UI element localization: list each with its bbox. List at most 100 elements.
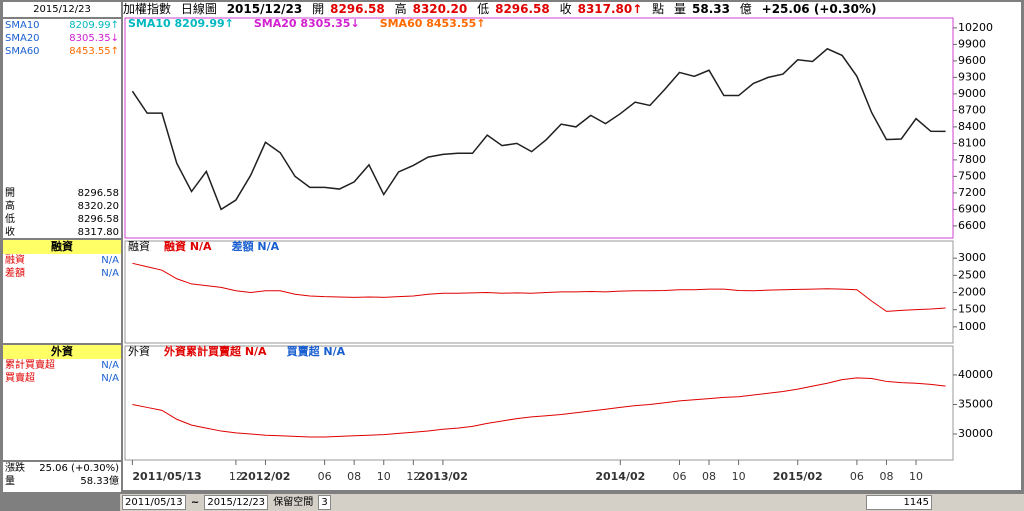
change: +25.06 (+0.30%)	[761, 2, 877, 16]
index-name: 加權指數	[123, 2, 172, 16]
left-footer: 漲跌 25.06 (+0.30%) 量 58.33億	[3, 462, 121, 492]
space-input[interactable]: 3	[318, 495, 331, 510]
y-tick-label: 6900	[958, 202, 986, 215]
legend-entry: 融資 N/A	[164, 239, 212, 253]
plot-area	[124, 240, 954, 344]
y-tick-label: 9300	[958, 70, 986, 83]
unit: 點	[652, 2, 665, 16]
info-row: 開 8296.58	[3, 187, 121, 200]
plot-area	[124, 17, 954, 239]
legend-entry: SMA20 8305.35↓	[254, 17, 360, 30]
row-value: N/A	[101, 268, 119, 279]
chart: 6600 6900 7200 7500 7800 8100 8400 8700 9000 9300…	[123, 17, 1021, 490]
y-tick-label: 1000	[958, 320, 986, 333]
legend-entry: 差額 N/A	[232, 239, 280, 253]
row-value: 8453.55↑	[69, 46, 119, 57]
row-value: 8296.58	[77, 188, 119, 199]
x-tick-label: 10	[909, 470, 923, 483]
x-tick-label: 2015/02	[773, 470, 823, 483]
left-foreign-panel: 外資 累計買賣超 N/A 買賣超 N/A	[3, 345, 121, 460]
info-row: 漲跌 25.06 (+0.30%)	[3, 462, 121, 475]
info-row: 差額 N/A	[3, 267, 121, 280]
x-tick-label: 06	[318, 470, 332, 483]
plot-area	[124, 345, 954, 461]
legend-entry: 買賣超 N/A	[287, 344, 346, 358]
info-row: SMA10 8209.99↑	[3, 19, 121, 32]
high: 8320.20	[412, 2, 468, 16]
y-tick-label: 9900	[958, 37, 986, 50]
left-date: 2015/12/23	[3, 2, 121, 17]
separator: ~	[190, 497, 200, 508]
panel-label: 融資	[128, 240, 150, 253]
row-value: 8305.35↓	[69, 33, 119, 44]
y-tick-label: 35000	[958, 397, 993, 410]
left-margin-panel: 融資 融資 N/A 差額 N/A	[3, 240, 121, 343]
x-tick-label: 12	[406, 470, 420, 483]
x-tick-label: 10	[377, 470, 391, 483]
x-tick-label: 2014/02	[595, 470, 645, 483]
x-tick-label: 06	[672, 470, 686, 483]
y-tick-label: 9000	[958, 87, 986, 100]
x-tick-label: 08	[702, 470, 716, 483]
label: 高	[394, 2, 407, 16]
row-value: 58.33億	[80, 476, 119, 487]
period: 日線圖	[180, 2, 217, 16]
y-tick-label: 10200	[958, 21, 993, 34]
legend-entry: 外資累計買賣超 N/A	[163, 344, 267, 358]
foreign-list: 累計買賣超 N/A 買賣超 N/A	[3, 359, 121, 385]
legend-entry: SMA60 8453.55↑	[380, 17, 486, 30]
row-label: 量	[5, 476, 15, 487]
y-tick-label: 30000	[958, 427, 993, 440]
x-tick-label: 06	[850, 470, 864, 483]
row-label: SMA60	[5, 46, 40, 57]
low: 8296.58	[495, 2, 550, 16]
margin-list: 融資 N/A 差額 N/A	[3, 254, 121, 280]
info-row: 低 8296.58	[3, 213, 121, 226]
row-value: 8320.20	[77, 201, 119, 212]
label: 開	[312, 2, 325, 16]
y-tick-label: 8700	[958, 103, 986, 116]
x-tick-label: 12	[229, 470, 243, 483]
info-row: 收 8317.80	[3, 226, 121, 239]
to-date[interactable]: 2015/12/23	[204, 495, 269, 510]
toolbar: 2011/05/13 ~ 2015/12/23 保留空間 3 1145	[120, 494, 1024, 511]
close: 8317.80↑	[577, 2, 643, 16]
x-tick-label: 2011/05/13	[132, 470, 201, 483]
bar-count: 1145	[865, 495, 932, 510]
section-title: 融資	[3, 240, 121, 254]
row-value: 8209.99↑	[69, 20, 119, 31]
x-tick-label: 2013/02	[418, 470, 468, 483]
y-tick-label: 2000	[958, 286, 986, 299]
info-row: 高 8320.20	[3, 200, 121, 213]
row-value: 25.06 (+0.30%)	[39, 463, 119, 474]
row-value: N/A	[101, 255, 119, 266]
x-tick-label: 08	[347, 470, 361, 483]
row-label: 融資	[5, 255, 25, 266]
left-price-panel: SMA10 8209.99↑ SMA20 8305.35↓ SMA60 8453.55↑ …	[3, 19, 121, 238]
legend-entry: SMA10 8209.99↑	[128, 17, 234, 30]
y-tick-label: 8100	[958, 136, 986, 149]
row-label: 收	[5, 227, 15, 238]
info-row: SMA20 8305.35↓	[3, 32, 121, 45]
quote-list: 開 8296.58 高 8320.20 低 8296.58 收 8317.80	[3, 187, 121, 239]
row-label: 開	[5, 188, 15, 199]
info-row: 量 58.33億	[3, 475, 121, 488]
y-tick-label: 3000	[958, 251, 986, 264]
date: 2015/12/23	[226, 2, 303, 16]
section-title: 外資	[3, 345, 121, 359]
data-line	[132, 377, 946, 438]
data-line	[131, 47, 946, 211]
info-row: 融資 N/A	[3, 254, 121, 267]
row-value: 8317.80	[77, 227, 119, 238]
info-row: SMA60 8453.55↑	[3, 45, 121, 58]
info-row: 買賣超 N/A	[3, 372, 121, 385]
label: 低	[477, 2, 490, 16]
y-tick-label: 40000	[958, 368, 993, 381]
from-date[interactable]: 2011/05/13	[122, 495, 186, 510]
y-tick-label: 9600	[958, 54, 986, 67]
row-label: SMA20	[5, 33, 40, 44]
y-tick-label: 8400	[958, 120, 986, 133]
label: 量	[673, 2, 686, 16]
row-label: 低	[5, 214, 15, 225]
